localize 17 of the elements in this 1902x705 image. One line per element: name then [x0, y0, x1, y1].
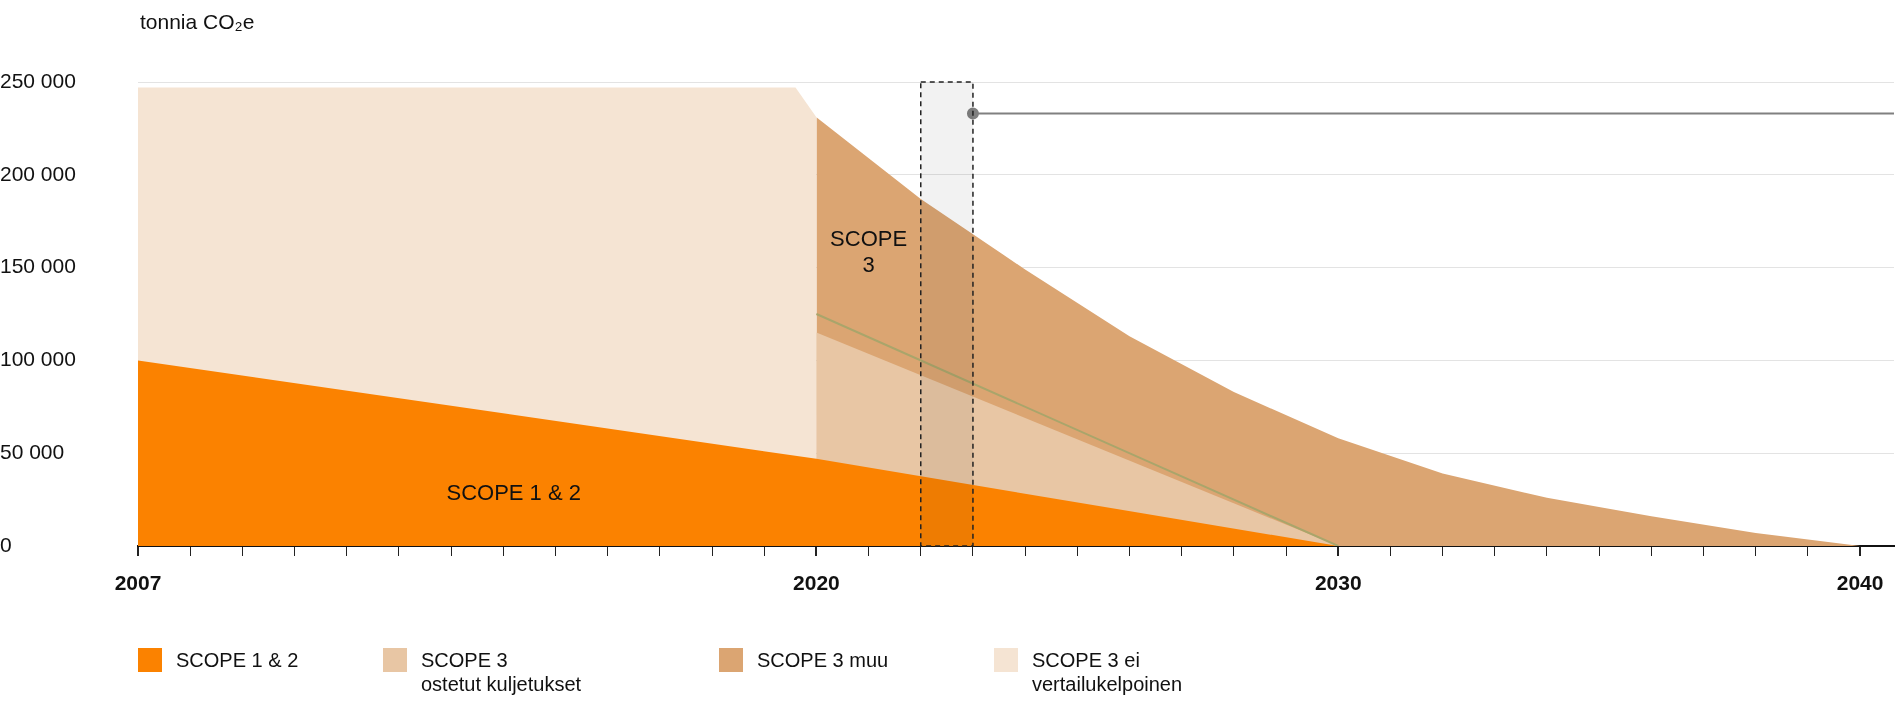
y-tick-label: 250 000 [0, 68, 76, 92]
y-tick-label: 150 000 [0, 254, 76, 278]
x-tick-label: 2040 [1836, 571, 1884, 595]
x-tick-label: 2007 [114, 571, 162, 595]
legend-label: SCOPE 3 muu [757, 648, 889, 672]
y-tick-label: 100 000 [0, 347, 76, 371]
x-tick-label: 2020 [793, 571, 840, 595]
legend-label: SCOPE 1 & 2 [176, 648, 299, 672]
y-axis-title: tonnia CO₂e [140, 10, 255, 34]
y-tick-label: 0 [0, 532, 12, 556]
y-tick-label: 50 000 [0, 440, 65, 463]
annotation: SCOPE 1 & 2 [446, 480, 581, 506]
legend-label: SCOPE 3 ostetut kuljetukset [421, 648, 582, 696]
y-tick-label: 200 000 [0, 161, 76, 185]
annotation: SCOPE 3 [830, 225, 908, 277]
legend-label: SCOPE 3 ei vertailukelpoinen [1032, 648, 1183, 696]
x-tick-label: 2030 [1314, 571, 1362, 595]
